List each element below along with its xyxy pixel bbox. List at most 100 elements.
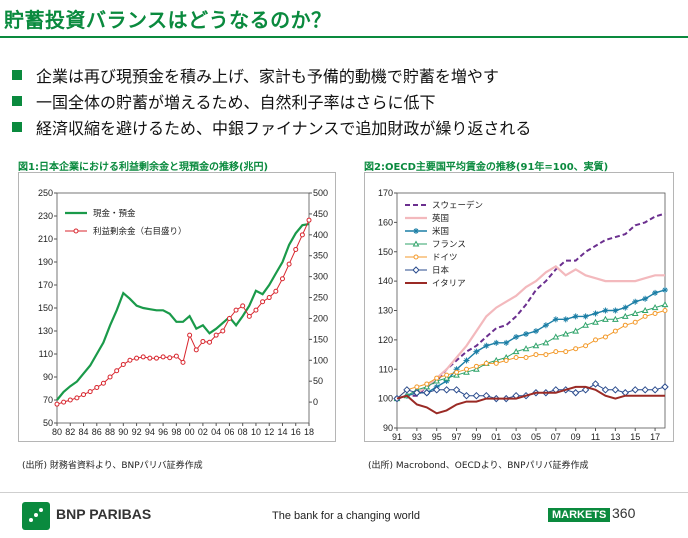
- chart2-x-tick: 13: [610, 432, 620, 442]
- chart2-data-point: [642, 295, 649, 302]
- chart2-data-point: [454, 369, 460, 375]
- chart1-data-point: [200, 338, 206, 344]
- chart2-title: 図2:OECD主要国平均賃金の推移(91年=100、実質): [364, 162, 609, 173]
- title-divider: [0, 36, 688, 38]
- chart2-y-tick: 150: [378, 247, 393, 257]
- chart1-data-point: [266, 295, 272, 301]
- chart2-source: (出所) Macrobond、OECDより、BNPパリバ証券作成: [368, 461, 589, 471]
- chart2-data-point: [542, 322, 549, 329]
- chart2-data-point: [473, 348, 480, 355]
- chart1-y-left-tick: 110: [39, 349, 53, 359]
- chart1-data-point: [81, 392, 87, 398]
- chart2-x-tick: 93: [412, 432, 422, 442]
- chart1-data-point: [207, 339, 213, 345]
- chart2-data-point: [423, 389, 431, 397]
- chart2-data-point: [533, 352, 539, 358]
- chart1-y-left-tick: 130: [38, 326, 53, 336]
- chart2-legend-label: 英国: [432, 213, 449, 223]
- chart2-data-point: [532, 328, 539, 335]
- chart2-data-point: [542, 339, 550, 346]
- chart2-data-point: [513, 333, 520, 340]
- chart2-data-point: [572, 327, 580, 334]
- bnp-logo-icon: [22, 502, 50, 530]
- chart1-data-point: [140, 354, 146, 360]
- chart1-data-point: [293, 246, 299, 252]
- chart1-y-right-tick: 150: [313, 334, 328, 344]
- chart1-data-point: [306, 217, 312, 223]
- chart2-data-point: [602, 315, 609, 322]
- chart2-data-point: [552, 333, 560, 340]
- chart1-x-tick: 04: [211, 427, 221, 437]
- chart1-data-point: [233, 307, 239, 313]
- chart2-data-point: [642, 313, 648, 319]
- chart2-x-tick: 01: [491, 432, 501, 442]
- chart2-data-point: [522, 345, 530, 352]
- chart1-data-point: [260, 299, 266, 305]
- chart2-data-point: [472, 391, 481, 400]
- chart2-legend-marker: [412, 266, 420, 274]
- chart2-series-line: [396, 310, 666, 399]
- chart2-legend-marker: [413, 228, 419, 234]
- chart1-series-line: [56, 223, 310, 401]
- chart2-x-tick: 91: [392, 432, 402, 442]
- chart2-data-point: [463, 366, 469, 372]
- chart2-data-point: [483, 360, 489, 366]
- chart1-title: 図1:日本企業における利益剰余金と現預金の推移(兆円): [18, 162, 269, 173]
- chart1-x-tick: 86: [92, 427, 102, 437]
- chart2-x-tick: 07: [551, 432, 561, 442]
- chart2-series-line: [396, 304, 666, 400]
- chart2-data-point: [612, 315, 619, 322]
- chart2-legend-label: 日本: [432, 265, 450, 275]
- chart2-data-point: [493, 339, 500, 346]
- chart2-data-point: [453, 371, 460, 378]
- chart1-data-point: [246, 313, 252, 319]
- chart2-legend-label: フランス: [432, 239, 466, 249]
- chart1-y-left-tick: 210: [38, 234, 53, 244]
- chart2-data-point: [523, 355, 529, 360]
- chart2-data-point: [532, 342, 540, 349]
- chart1-y-right-tick: 200: [313, 313, 328, 323]
- chart2-data-point: [452, 386, 461, 394]
- bullet-square-icon: [12, 70, 22, 80]
- chart1-data-point: [279, 276, 285, 282]
- chart2-data-point: [414, 384, 420, 390]
- chart1-y-right-tick: 350: [313, 251, 328, 261]
- chart1-x-tick: 82: [65, 427, 75, 437]
- bullet-item: 企業は再び現預金を積み上げ、家計も予備的動機で貯蓄を増やす: [12, 62, 531, 88]
- chart2-y-tick: 110: [379, 364, 393, 374]
- chart2-data-point: [442, 386, 451, 394]
- chart1-source: (出所) 財務省資料より、BNPパリバ証券作成: [22, 461, 203, 471]
- chart1-y-left-tick: 70: [43, 395, 53, 405]
- chart2-x-tick: 17: [650, 432, 660, 442]
- chart2-data-point: [632, 319, 638, 325]
- page-title: 貯蓄投資バランスはどうなるのか？: [4, 8, 332, 32]
- chart2-data-point: [601, 386, 610, 394]
- chart2-data-point: [573, 346, 579, 352]
- chart2-data-point: [593, 337, 599, 343]
- chart1-y-left-tick: 50: [43, 418, 53, 428]
- chart1-x-tick: 06: [224, 427, 234, 437]
- chart2-data-point: [632, 298, 639, 305]
- chart1-x-tick: 92: [132, 427, 142, 437]
- markets-badge: MARKETS: [548, 508, 611, 522]
- chart2-data-point: [582, 321, 589, 328]
- chart2-data-point: [591, 380, 600, 388]
- chart2-data-point: [651, 386, 659, 394]
- chart1-data-point: [213, 332, 219, 338]
- chart2-data-point: [622, 322, 628, 328]
- chart2-legend-label: 米国: [432, 226, 449, 236]
- chart2-data-point: [432, 386, 441, 394]
- chart2-data-point: [622, 304, 629, 311]
- bullet-item: 一国全体の貯蓄が増えるため、自然利子率はさらに低下: [12, 88, 531, 114]
- chart1-data-point: [134, 355, 140, 361]
- chart1-legend-label: 現金・預金: [93, 208, 136, 218]
- chart2-legend-label: ドイツ: [432, 252, 458, 262]
- chart2-legend-label: イタリア: [432, 278, 466, 288]
- chart1-svg: 50 70 90 110 130 150 170 190 210 230 250 0 50 100 150 2…: [38, 188, 328, 437]
- chart2-data-point: [602, 307, 609, 314]
- chart1-data-point: [120, 361, 126, 367]
- chart2-data-point: [631, 309, 639, 316]
- chart2-data-point: [463, 357, 470, 364]
- chart2-series-line: [396, 265, 665, 400]
- chart1-data-point: [54, 401, 60, 407]
